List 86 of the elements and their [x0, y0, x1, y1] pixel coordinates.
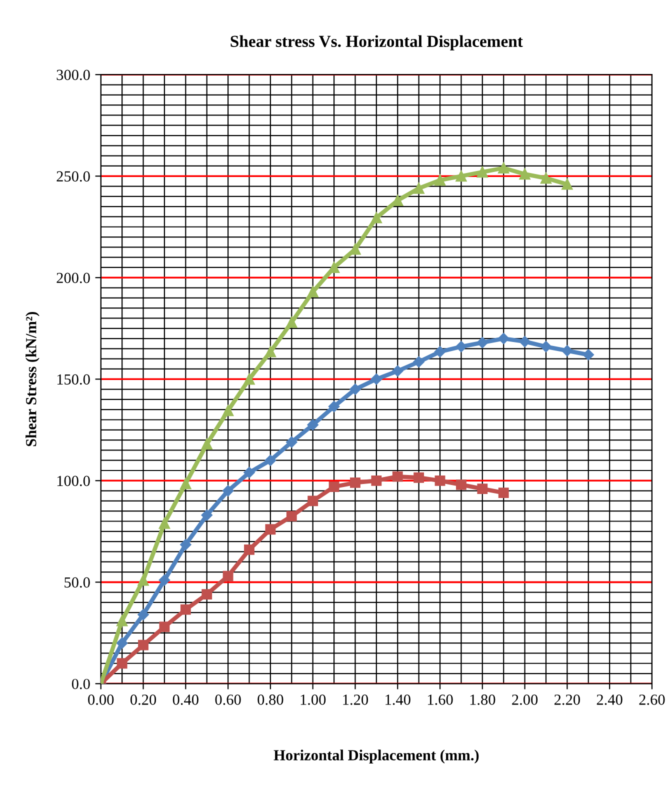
y-tick-label: 200.0 [56, 272, 90, 284]
point [180, 478, 192, 490]
x-tick-label: 1.00 [300, 694, 326, 705]
point [414, 472, 424, 483]
point [477, 484, 488, 494]
point [307, 419, 318, 430]
point [498, 332, 510, 344]
x-tick-label: 0.60 [215, 694, 241, 705]
point [434, 346, 446, 358]
point [456, 341, 467, 352]
point [519, 168, 530, 180]
point [456, 480, 466, 490]
point [201, 510, 212, 521]
x-tick-label: 1.80 [470, 694, 496, 705]
point [158, 518, 170, 529]
point [286, 510, 297, 522]
point [308, 496, 318, 506]
point [350, 384, 361, 395]
point [498, 162, 510, 174]
x-tick-label: 2.40 [596, 694, 622, 705]
point [413, 356, 424, 368]
x-tick-label: 1.60 [428, 694, 453, 705]
point [434, 174, 446, 186]
point [456, 170, 467, 182]
point [307, 286, 318, 298]
point [562, 178, 573, 190]
x-tick-label: 1.40 [386, 694, 410, 705]
point [158, 574, 170, 586]
point [582, 349, 594, 360]
point [519, 336, 530, 348]
x-axis-title: Horizontal Displacement (mm.) [274, 750, 479, 764]
point [264, 454, 276, 466]
chart-title: Shear stress Vs. Horizontal Displacement [230, 35, 523, 50]
point [328, 262, 340, 274]
y-tick-label: 250.0 [56, 171, 90, 182]
y-axis-title: Shear Stress (kN/m²) [26, 312, 40, 446]
point [540, 341, 552, 352]
point [392, 365, 404, 377]
point [116, 615, 128, 626]
point [371, 475, 382, 486]
y-tick-label: 100.0 [57, 476, 90, 486]
x-tick-label: 0.80 [258, 694, 284, 705]
y-tick-label: 50.0 [64, 577, 90, 588]
point [159, 622, 170, 632]
point [286, 436, 298, 448]
x-tick-label: 1.20 [343, 694, 368, 705]
point [328, 482, 340, 492]
point [222, 405, 234, 416]
point [244, 374, 255, 385]
y-tick-label: 0.0 [72, 678, 90, 690]
point [540, 172, 552, 184]
point [138, 574, 149, 586]
point [116, 658, 128, 669]
point [434, 475, 446, 486]
point [244, 466, 255, 478]
point [392, 471, 403, 482]
point [222, 485, 234, 496]
point [244, 544, 254, 555]
point [498, 488, 509, 498]
point [413, 182, 424, 194]
point [328, 400, 340, 412]
point [370, 212, 382, 224]
point [476, 336, 488, 348]
point [370, 374, 382, 385]
x-tick-label: 2.00 [512, 694, 538, 705]
point [264, 346, 276, 358]
x-tick-label: 2.20 [554, 694, 580, 705]
y-tick-label: 150.0 [57, 374, 90, 385]
point [562, 345, 573, 356]
x-tick-label: 0.40 [172, 694, 198, 705]
x-tick-label: 2.60 [639, 694, 665, 705]
point [350, 477, 360, 488]
point [138, 640, 148, 650]
point [180, 539, 192, 550]
point [201, 438, 212, 450]
point [286, 316, 298, 328]
point [116, 637, 128, 649]
point [202, 589, 212, 600]
x-tick-label: 0.00 [88, 694, 114, 705]
y-tick-label: 300.0 [56, 70, 90, 80]
point [265, 524, 276, 535]
point [138, 609, 149, 620]
point [476, 166, 488, 178]
point [222, 570, 234, 582]
x-tick-label: 0.20 [130, 694, 156, 705]
point [180, 604, 191, 615]
